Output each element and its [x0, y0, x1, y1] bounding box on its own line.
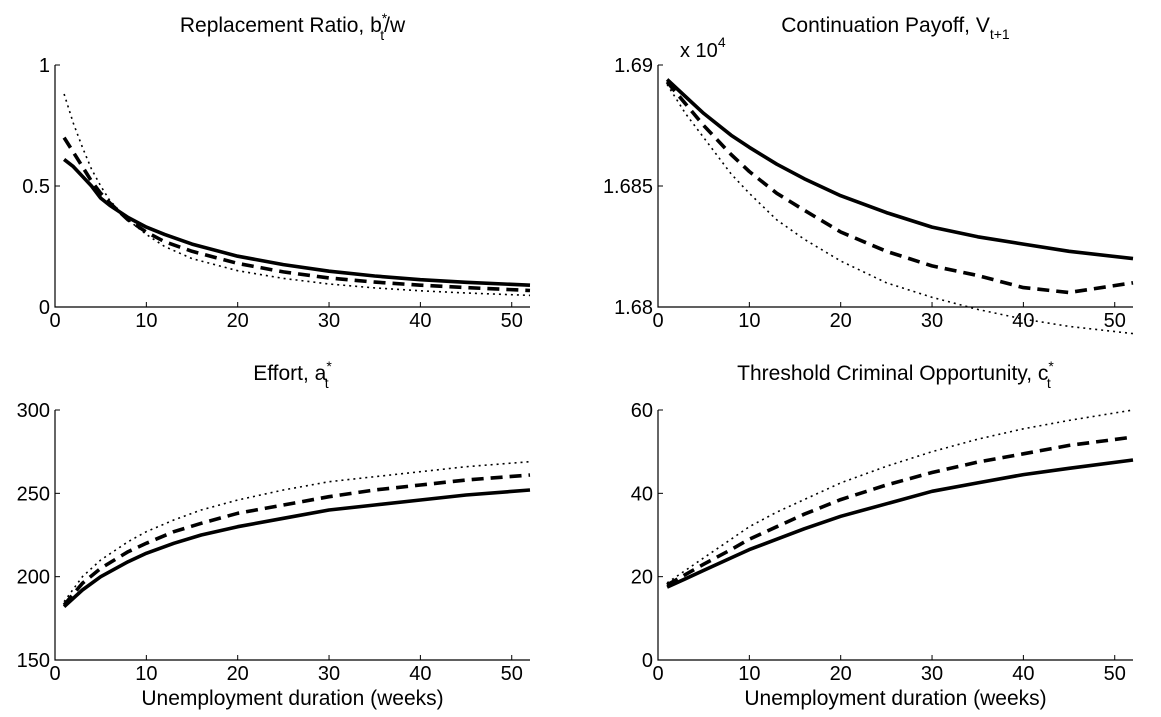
- axis-lines: [54, 65, 530, 308]
- title-superscript: *: [326, 358, 332, 374]
- x-tick-label: 50: [501, 663, 523, 685]
- x-tick-label: 20: [227, 663, 249, 685]
- series-line-dashed: [62, 473, 531, 607]
- title-subscript: t: [325, 375, 329, 391]
- series-line-solid: [666, 458, 1134, 589]
- x-tick-label: 0: [652, 663, 663, 685]
- series-line-dotted: [63, 460, 531, 603]
- x-tick-label: 30: [921, 663, 943, 685]
- y-tick-label: 60: [631, 400, 653, 422]
- series-line-solid: [62, 488, 531, 609]
- exponent-power: 4: [718, 34, 726, 50]
- x-axis-label: Unemployment duration (weeks): [744, 687, 1046, 710]
- subplot-title: Threshold Criminal Opportunity, c* t: [737, 358, 1054, 391]
- series-line-solid: [665, 78, 1134, 261]
- y-tick-label: 250: [17, 483, 50, 505]
- y-tick-label: 1.685: [603, 176, 653, 198]
- y-tick-label: 300: [17, 400, 50, 422]
- y-tick-label: 150: [17, 650, 50, 672]
- subplot-2: Continuation Payoff, Vt+1 0 10 20 30 40 50 1.68…: [603, 14, 1134, 335]
- x-tick-label: 40: [409, 310, 431, 332]
- x-tick-label: 10: [738, 663, 760, 685]
- title-main: Threshold Criminal Opportunity, c: [737, 362, 1048, 385]
- series-line-dashed: [665, 80, 1134, 295]
- x-tick-label: 50: [1104, 310, 1126, 332]
- x-tick-label: 30: [921, 310, 943, 332]
- title-superscript: *: [382, 10, 388, 26]
- title-tail: /w: [384, 14, 406, 37]
- axis-lines: [657, 65, 1133, 308]
- y-tick-label: 20: [631, 567, 653, 589]
- x-tick-label: 20: [830, 310, 852, 332]
- title-subscript: t: [380, 27, 384, 43]
- x-tick-label: 0: [652, 310, 663, 332]
- y-tick-label: 1.68: [614, 297, 653, 319]
- y-tick-label: 1: [39, 55, 50, 77]
- y-tick-label: 40: [631, 483, 653, 505]
- title-subscript: t+1: [990, 26, 1010, 42]
- series-line-dotted: [666, 83, 1134, 335]
- subplot-1: Replacement Ratio, b* t/w 0 10 20 30 40 50 0 0.5 1: [22, 10, 531, 332]
- x-tick-label: 10: [738, 310, 760, 332]
- x-tick-label: 50: [501, 310, 523, 332]
- x-tick-label: 50: [1104, 663, 1126, 685]
- title-superscript: *: [1048, 358, 1054, 374]
- y-tick-label: 200: [17, 567, 50, 589]
- x-tick-label: 10: [135, 663, 157, 685]
- subplot-3: Effort, a* t 0 10 20 30 40 50 150 200 250 300 Unempl…: [17, 358, 531, 710]
- subplot-title: Effort, a* t: [253, 358, 332, 391]
- title-subscript: t: [1047, 375, 1051, 391]
- title-main: Replacement Ratio, b: [180, 14, 382, 37]
- subplot-4: Threshold Criminal Opportunity, c* t 0 10 20…: [631, 358, 1134, 710]
- x-tick-label: 30: [318, 310, 340, 332]
- series-line-dashed: [666, 435, 1134, 587]
- x-tick-label: 40: [1012, 663, 1034, 685]
- subplot-title: Replacement Ratio, b* t/w: [180, 10, 406, 43]
- series-line-dashed: [62, 136, 531, 293]
- x-tick-label: 0: [49, 310, 60, 332]
- x-tick-label: 10: [135, 310, 157, 332]
- series-line-dotted: [63, 93, 531, 297]
- x-tick-label: 20: [227, 310, 249, 332]
- subplot-title: Continuation Payoff, Vt+1: [781, 14, 1010, 42]
- y-tick-label: 0: [642, 650, 653, 672]
- x-tick-label: 0: [49, 663, 60, 685]
- y-exponent-label: x 104: [680, 34, 726, 62]
- exponent-base: x 10: [680, 40, 718, 62]
- axis-lines: [54, 410, 530, 661]
- title-main: Continuation Payoff, V: [781, 14, 990, 37]
- y-tick-label: 0.5: [22, 176, 50, 198]
- x-tick-label: 30: [318, 663, 340, 685]
- y-tick-label: 0: [39, 297, 50, 319]
- series-line-dotted: [666, 409, 1134, 584]
- x-tick-label: 40: [1012, 310, 1034, 332]
- x-tick-label: 20: [830, 663, 852, 685]
- y-tick-label: 1.69: [614, 55, 653, 77]
- title-main: Effort, a: [253, 362, 326, 385]
- x-tick-label: 40: [409, 663, 431, 685]
- series-line-solid: [62, 157, 531, 287]
- x-axis-label: Unemployment duration (weeks): [141, 687, 443, 710]
